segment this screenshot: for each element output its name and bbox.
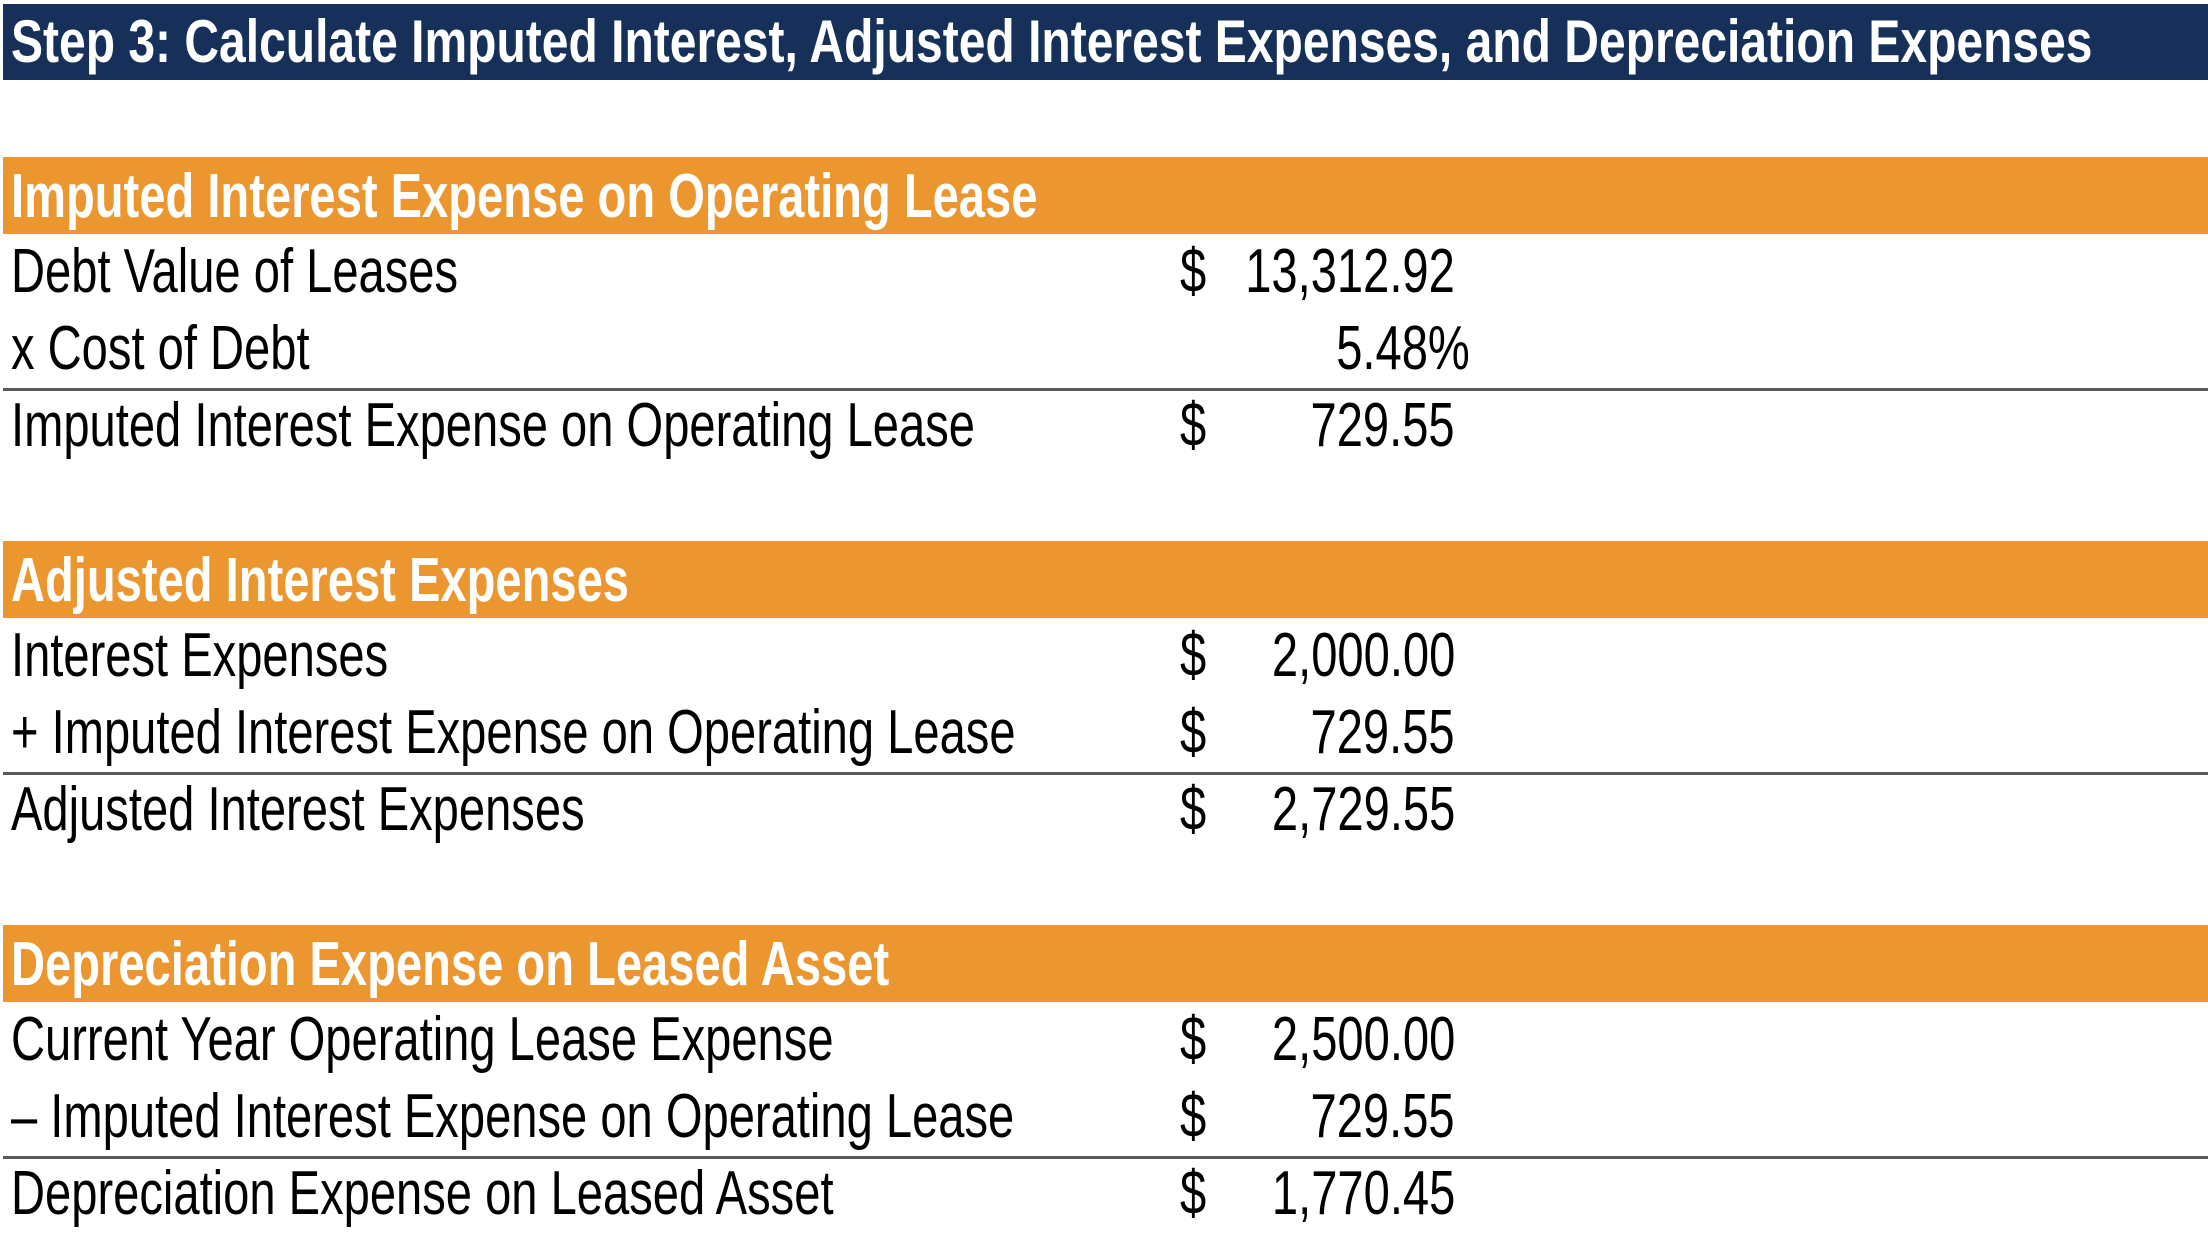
table-row-minus-imputed-interest: – Imputed Interest Expense on Operating …	[3, 1079, 2208, 1156]
row-value: 13,312.92	[1245, 237, 1455, 306]
table-row-debt-value-of-leases: Debt Value of Leases $ 13,312.92	[3, 234, 2208, 311]
section-header: Imputed Interest Expense on Operating Le…	[3, 157, 2208, 234]
currency-symbol: $	[1180, 698, 1207, 767]
row-label: Interest Expenses	[11, 621, 389, 690]
table-row-current-year-lease-expense: Current Year Operating Lease Expense $ 2…	[3, 1002, 2208, 1079]
currency-symbol: $	[1180, 1159, 1207, 1228]
currency-symbol: $	[1180, 1082, 1207, 1151]
currency-symbol: $	[1180, 1005, 1207, 1074]
row-value: 5.48%	[1336, 314, 1470, 383]
row-label: Debt Value of Leases	[11, 237, 459, 306]
section-adjusted-interest: Adjusted Interest Expenses Interest Expe…	[3, 541, 2208, 849]
section-depreciation-expense: Depreciation Expense on Leased Asset Cur…	[3, 925, 2208, 1233]
row-value: 2,000.00	[1271, 621, 1455, 690]
row-label: x Cost of Debt	[11, 314, 310, 383]
section-header-title: Imputed Interest Expense on Operating Le…	[11, 162, 1038, 231]
section-header: Adjusted Interest Expenses	[3, 541, 2208, 618]
row-value: 1,770.45	[1271, 1159, 1455, 1228]
table-row-interest-expenses: Interest Expenses $ 2,000.00	[3, 618, 2208, 695]
currency-symbol: $	[1180, 391, 1207, 460]
table-row-cost-of-debt: x Cost of Debt 5.48%	[3, 311, 2208, 388]
currency-symbol: $	[1180, 621, 1207, 690]
page-title-bar: Step 3: Calculate Imputed Interest, Adju…	[3, 4, 2208, 80]
table-row-total-adjusted-interest: Adjusted Interest Expenses $ 2,729.55	[3, 772, 2208, 849]
row-value: 2,500.00	[1271, 1005, 1455, 1074]
row-value: 729.55	[1310, 391, 1455, 460]
currency-symbol: $	[1180, 775, 1207, 844]
table-row-total-imputed-interest: Imputed Interest Expense on Operating Le…	[3, 388, 2208, 465]
currency-symbol: $	[1180, 237, 1207, 306]
row-label: Current Year Operating Lease Expense	[11, 1005, 834, 1074]
row-label: Adjusted Interest Expenses	[11, 775, 585, 844]
table-row-plus-imputed-interest: + Imputed Interest Expense on Operating …	[3, 695, 2208, 772]
section-imputed-interest: Imputed Interest Expense on Operating Le…	[3, 157, 2208, 465]
table-row-total-depreciation: Depreciation Expense on Leased Asset $ 1…	[3, 1156, 2208, 1233]
section-header: Depreciation Expense on Leased Asset	[3, 925, 2208, 1002]
section-header-title: Adjusted Interest Expenses	[11, 546, 629, 615]
row-label: + Imputed Interest Expense on Operating …	[11, 698, 1016, 767]
page-title: Step 3: Calculate Imputed Interest, Adju…	[11, 8, 2093, 75]
row-value: 729.55	[1310, 1082, 1455, 1151]
row-label: – Imputed Interest Expense on Operating …	[11, 1082, 1015, 1151]
row-label: Imputed Interest Expense on Operating Le…	[11, 391, 975, 460]
section-header-title: Depreciation Expense on Leased Asset	[11, 930, 890, 999]
row-value: 729.55	[1310, 698, 1455, 767]
row-label: Depreciation Expense on Leased Asset	[11, 1159, 834, 1228]
row-value: 2,729.55	[1271, 775, 1455, 844]
